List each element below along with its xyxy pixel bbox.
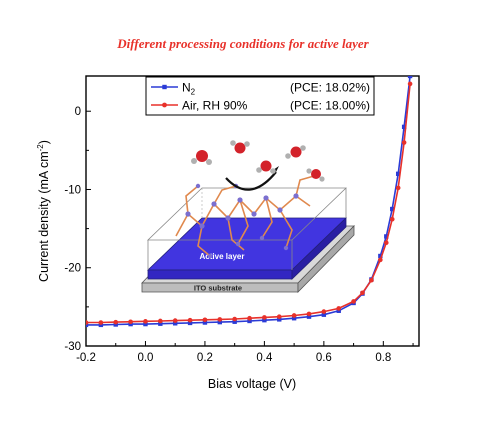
data-point (277, 317, 282, 322)
data-point (128, 319, 133, 325)
data-point (389, 216, 395, 222)
data-point (172, 321, 178, 326)
data-point (217, 319, 222, 325)
data-point (390, 206, 395, 212)
data-point (187, 320, 193, 326)
data-point (247, 315, 252, 321)
y-tick-label: 0 (75, 106, 81, 118)
legend-pce: (PCE: 18.02%) (290, 81, 370, 95)
legend-series-name: Air, RH 90% (182, 99, 248, 113)
device-schematic: ITO substrate Active layer (141, 140, 355, 293)
x-tick-label: 0.8 (375, 352, 391, 364)
data-point (321, 312, 327, 317)
data-point (172, 318, 178, 323)
data-point (401, 124, 407, 130)
legend: N2 (PCE: 18.02%)Air, RH 90% (PCE: 18.00%) (145, 76, 375, 116)
data-point (247, 318, 252, 324)
y-axis-label: Current density (mA cm-2) (36, 140, 51, 282)
active-layer-side-face (291, 217, 347, 280)
water-molecule (306, 168, 325, 182)
x-tick-label: -0.2 (76, 352, 96, 364)
y-tick-label: -10 (64, 184, 81, 196)
water-molecule (285, 145, 306, 159)
water-molecule (256, 160, 276, 174)
data-point (407, 76, 413, 79)
data-point (395, 171, 401, 177)
data-point (383, 240, 389, 245)
data-point (202, 320, 208, 325)
data-point (232, 316, 237, 322)
data-point (187, 317, 193, 323)
data-point (407, 81, 413, 87)
plot-frame (85, 75, 420, 347)
data-point (306, 314, 312, 319)
water-molecule (230, 140, 250, 154)
legend-marker (162, 102, 167, 108)
data-point (158, 321, 163, 326)
active-layer-front-face (147, 269, 293, 280)
data-point (98, 322, 104, 328)
water-molecule (191, 150, 212, 165)
data-point (113, 319, 119, 325)
data-point (86, 320, 89, 325)
active-layer-label: Active layer (200, 252, 245, 261)
series-layer (86, 76, 413, 328)
data-point (86, 322, 89, 328)
x-tick-label: 0.6 (316, 352, 332, 364)
y-axis-label-superscript: -2 (36, 144, 45, 152)
legend-marker (162, 84, 167, 90)
data-point (98, 320, 104, 325)
data-point (158, 318, 163, 324)
water-molecules (191, 140, 325, 182)
legend-box (145, 76, 375, 116)
data-point (401, 140, 407, 145)
data-point (217, 317, 223, 322)
substrate-label: ITO substrate (194, 284, 242, 293)
data-point (262, 315, 267, 320)
data-point (143, 319, 148, 324)
data-point (351, 299, 356, 304)
data-point (128, 321, 133, 327)
data-point (369, 277, 374, 283)
legend-item: Air, RH 90% (PCE: 18.00%) (151, 99, 370, 113)
y-axis-label-close: ) (37, 140, 51, 144)
x-tick-label: 0.2 (197, 352, 213, 364)
data-point (321, 309, 327, 314)
molecule-nodes (185, 173, 317, 259)
substrate-side-face (297, 225, 355, 293)
data-point (306, 311, 312, 317)
x-tick-label: 0.0 (137, 352, 153, 364)
y-axis-label-main: Current density (mA cm (37, 151, 51, 282)
y-axis-ticks: 0 -10 -20 -30 (64, 106, 91, 353)
y-tick-label: -20 (64, 263, 81, 275)
data-point (378, 253, 383, 259)
data-point (262, 317, 267, 323)
data-point (276, 314, 282, 319)
data-point (336, 306, 342, 311)
data-point (360, 290, 365, 296)
data-point (336, 308, 341, 313)
x-axis-label: Bias voltage (V) (208, 377, 296, 391)
data-point (113, 322, 118, 327)
x-tick-label: 0.4 (256, 352, 273, 364)
chart-title: Different processing conditions for acti… (117, 36, 369, 51)
data-point (378, 257, 383, 263)
series-air-rh90 (86, 81, 413, 325)
legend-pce: (PCE: 18.00%) (290, 99, 370, 113)
legend-subscript: 2 (191, 88, 196, 97)
y-tick-label: -30 (64, 341, 81, 353)
data-point (395, 185, 401, 191)
x-axis-ticks: -0.2 0.0 0.2 0.4 0.6 0.8 (76, 341, 414, 364)
data-point (291, 313, 297, 318)
data-point (232, 319, 237, 324)
curved-arrow (225, 171, 277, 191)
data-point (202, 317, 208, 323)
data-point (384, 234, 389, 239)
data-point (291, 316, 297, 321)
data-point (143, 321, 148, 327)
